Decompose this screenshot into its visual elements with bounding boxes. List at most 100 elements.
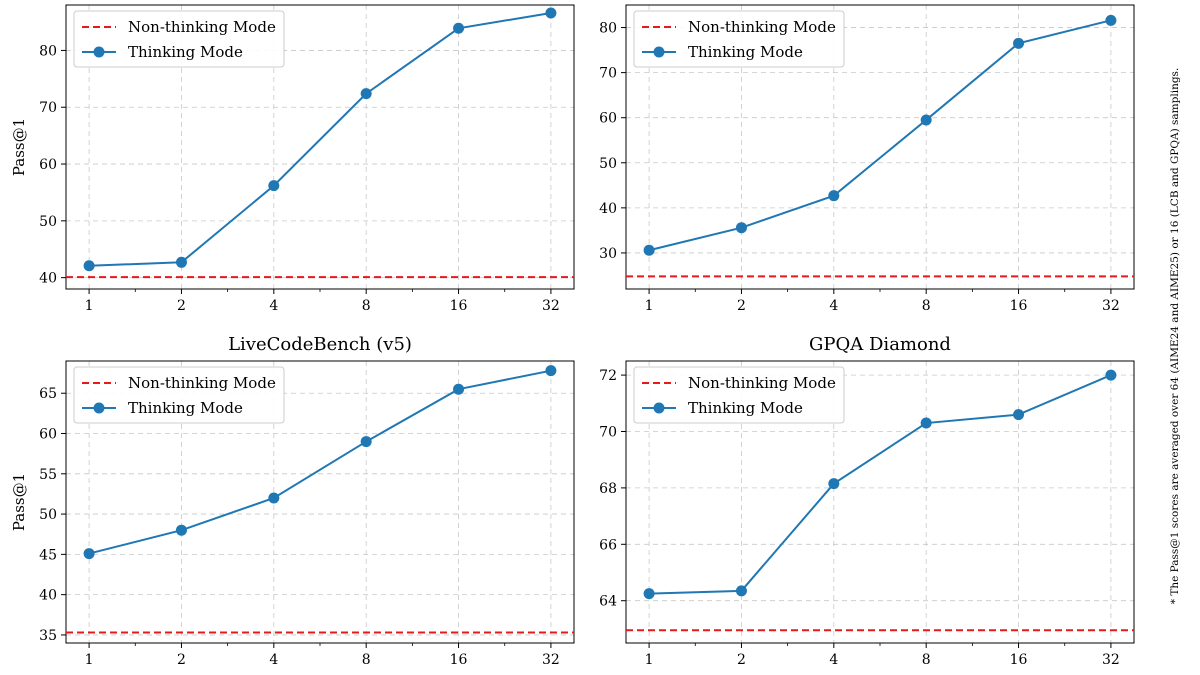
legend-label: Thinking Mode <box>688 43 803 61</box>
data-point <box>735 585 747 597</box>
data-point <box>1105 369 1117 381</box>
thinking-line <box>89 11 552 267</box>
data-point <box>453 383 465 395</box>
thinking-series <box>83 7 557 272</box>
x-tick-label: 4 <box>269 652 278 668</box>
legend-marker <box>93 46 105 58</box>
chart-panels: 1 2 4 8 16 32 40 50 60 70 80 Pass@1 Non-thinking Mod… <box>10 4 1135 668</box>
data-point <box>643 588 655 600</box>
data-point <box>175 524 187 536</box>
x-tick-label: 1 <box>85 298 94 314</box>
thinking-series <box>643 14 1117 256</box>
y-tick-label: 35 <box>39 628 57 644</box>
y-tick-label: 50 <box>39 214 57 230</box>
legend-label: Non-thinking Mode <box>128 18 276 36</box>
data-point <box>268 492 280 504</box>
x-tick-label: 4 <box>829 652 838 668</box>
x-tick-label: 8 <box>922 652 931 668</box>
x-tick-label: 1 <box>645 652 654 668</box>
data-point <box>1105 14 1117 26</box>
legend-label: Thinking Mode <box>688 399 803 417</box>
x-tick-label: 16 <box>450 652 468 668</box>
legend-label: Thinking Mode <box>128 399 243 417</box>
y-tick-label: 40 <box>39 271 57 287</box>
chart-2: 1 2 4 8 16 32 30 40 50 60 70 80 Non-thinking Mode Thi… <box>599 4 1135 314</box>
data-point <box>735 222 747 234</box>
chart-4: 1 2 4 8 16 32 64 66 68 70 72 GPQA Diamond Non-thinki… <box>599 334 1135 668</box>
y-tick-label: 60 <box>599 111 617 127</box>
x-tick-label: 8 <box>362 298 371 314</box>
thinking-line <box>88 369 552 555</box>
data-point <box>360 88 372 100</box>
legend-marker <box>653 402 665 414</box>
y-tick-label: 55 <box>39 467 57 483</box>
data-point <box>83 548 95 560</box>
data-point <box>920 114 932 126</box>
x-tick-label: 4 <box>829 298 838 314</box>
x-tick-label: 8 <box>362 652 371 668</box>
y-tick-label: 70 <box>599 66 617 82</box>
footnote: * The Pass@1 scores are averaged over 64… <box>1169 68 1181 605</box>
y-tick-label: 45 <box>39 547 57 563</box>
y-axis-label: Pass@1 <box>10 118 28 176</box>
y-axis-label: Pass@1 <box>10 473 28 531</box>
data-point <box>920 417 932 429</box>
data-point <box>1013 409 1025 421</box>
thinking-series <box>83 365 557 560</box>
legend-label: Thinking Mode <box>128 43 243 61</box>
x-tick-label: 16 <box>1010 652 1028 668</box>
thinking-line <box>649 374 1112 595</box>
y-tick-label: 50 <box>39 507 57 523</box>
legend-label: Non-thinking Mode <box>688 374 836 392</box>
x-tick-label: 1 <box>85 652 94 668</box>
x-tick-label: 32 <box>542 298 560 314</box>
y-tick-label: 66 <box>599 537 617 553</box>
y-tick-label: 72 <box>599 368 617 384</box>
legend-box <box>633 10 845 68</box>
legend: Non-thinking Mode Thinking Mode <box>73 10 285 68</box>
y-tick-label: 60 <box>39 427 57 443</box>
data-point <box>643 244 655 256</box>
data-point <box>828 190 840 202</box>
y-tick-label: 65 <box>39 386 57 402</box>
legend-label: Non-thinking Mode <box>128 374 276 392</box>
legend-box <box>633 366 845 424</box>
y-tick-label: 40 <box>39 588 57 604</box>
thinking-series <box>643 369 1117 600</box>
y-tick-label: 68 <box>599 481 617 497</box>
y-tick-label: 70 <box>39 100 57 116</box>
x-tick-label: 32 <box>1102 652 1120 668</box>
legend: Non-thinking Mode Thinking Mode <box>633 10 845 68</box>
legend-box <box>73 366 285 424</box>
legend-marker <box>653 46 665 58</box>
y-tick-label: 70 <box>599 425 617 441</box>
legend-label: Non-thinking Mode <box>688 18 836 36</box>
chart-1: 1 2 4 8 16 32 40 50 60 70 80 Pass@1 Non-thinking Mod… <box>10 4 575 314</box>
y-tick-label: 80 <box>39 43 57 59</box>
x-tick-label: 32 <box>1102 298 1120 314</box>
y-tick-label: 80 <box>599 21 617 37</box>
y-tick-label: 64 <box>599 594 617 610</box>
chart-title: GPQA Diamond <box>809 334 951 355</box>
x-tick-label: 2 <box>737 298 746 314</box>
data-point <box>545 7 557 19</box>
y-tick-label: 40 <box>599 201 617 217</box>
data-point <box>83 260 95 272</box>
y-tick-label: 50 <box>599 156 617 172</box>
x-tick-label: 2 <box>177 298 186 314</box>
x-tick-label: 16 <box>1010 298 1028 314</box>
x-tick-label: 4 <box>269 298 278 314</box>
data-point <box>453 22 465 34</box>
x-tick-label: 32 <box>542 652 560 668</box>
legend-box <box>73 10 285 68</box>
y-tick-label: 60 <box>39 157 57 173</box>
data-point <box>1013 37 1025 49</box>
x-tick-label: 8 <box>922 298 931 314</box>
chart-3: 1 2 4 8 16 32 35 40 45 50 55 60 65 Pass@1 LiveCodeBenc… <box>10 334 575 668</box>
data-point <box>268 180 280 192</box>
x-tick-label: 16 <box>450 298 468 314</box>
data-point <box>175 256 187 268</box>
y-tick-label: 30 <box>599 246 617 262</box>
x-tick-label: 1 <box>645 298 654 314</box>
